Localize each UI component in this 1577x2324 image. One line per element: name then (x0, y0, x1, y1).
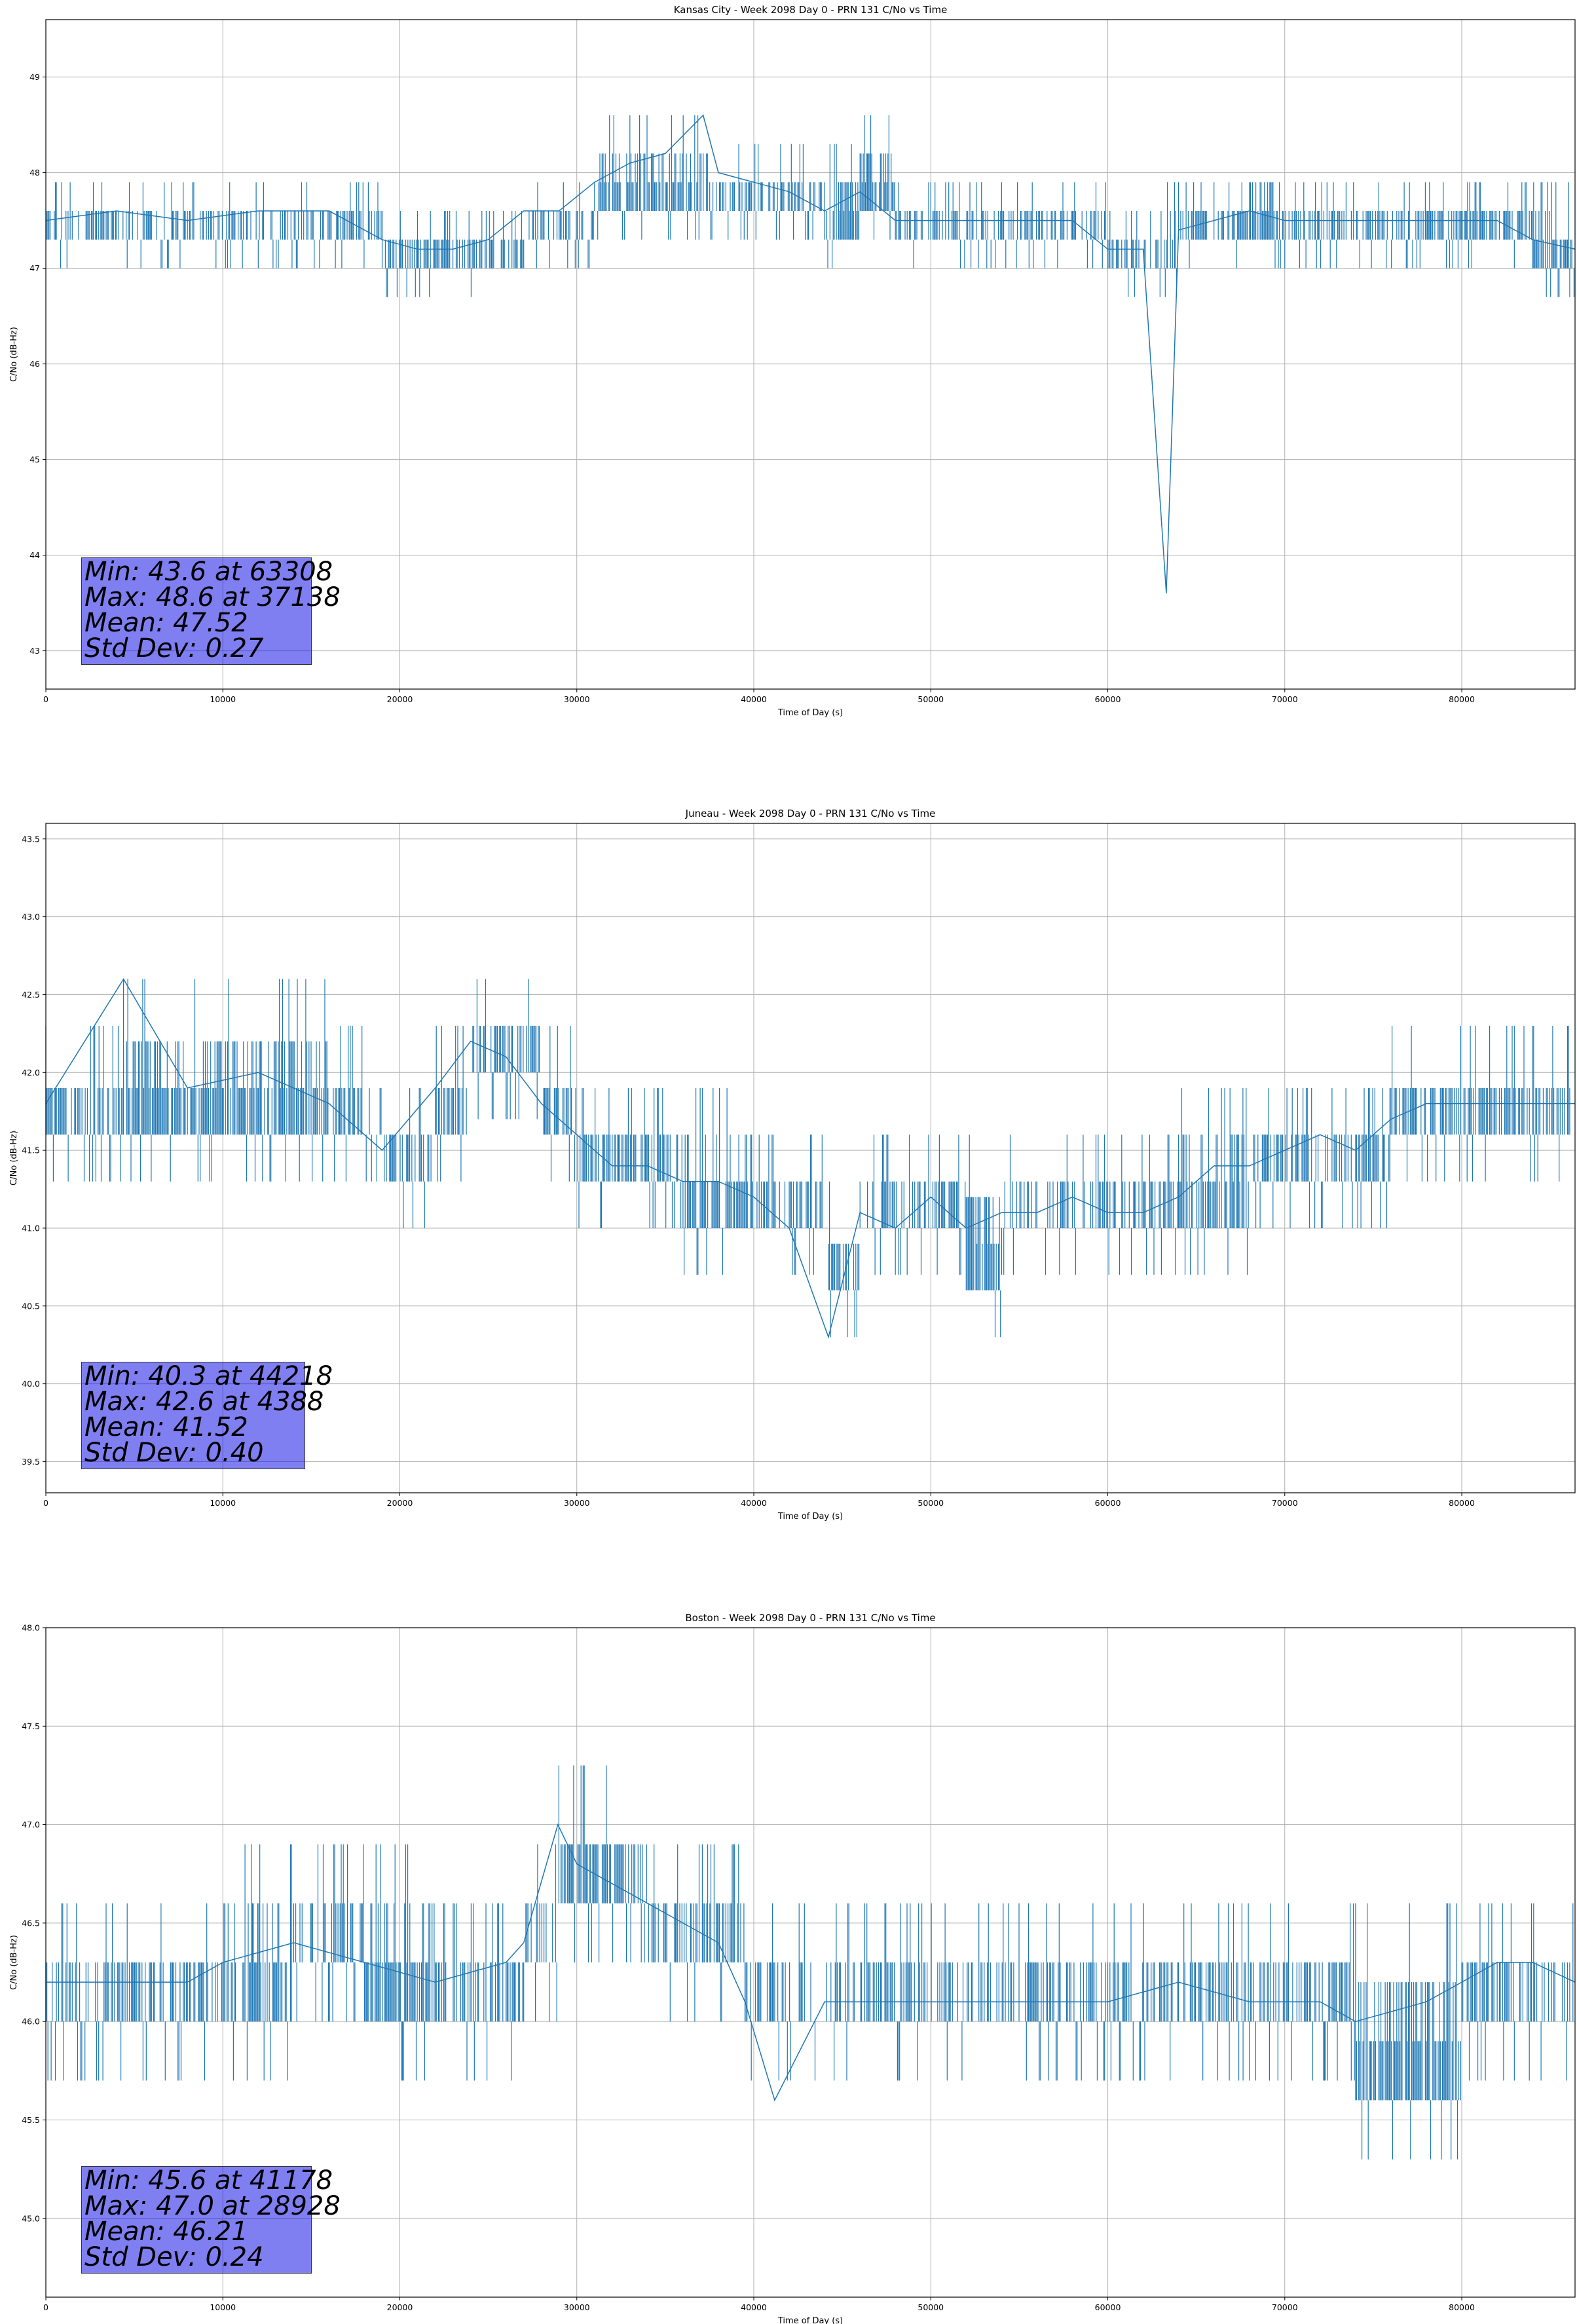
x-tick-label: 80000 (1449, 1498, 1475, 1508)
y-tick-label: 49 (29, 72, 40, 82)
y-axis-label: C/No (dB-Hz) (9, 1131, 19, 1186)
x-tick-label: 0 (43, 2302, 48, 2312)
stats-min: Min: 43.6 at 63308 (84, 557, 333, 587)
series-line (45, 978, 1575, 1339)
y-tick-label: 45.0 (22, 2213, 40, 2223)
chart-panel-boston: Boston - Week 2098 Day 0 - PRN 131 C/No … (0, 1603, 1577, 2324)
x-tick-label: 50000 (918, 694, 944, 704)
stats-max: Max: 48.6 at 37138 (84, 582, 341, 612)
stats-std-dev: Std Dev: 0.24 (84, 2242, 264, 2272)
chart-title: Juneau - Week 2098 Day 0 - PRN 131 C/No … (685, 808, 936, 819)
stats-min: Min: 45.6 at 41178 (84, 2165, 333, 2196)
series-line (45, 114, 1576, 594)
y-tick-label: 41.5 (22, 1146, 40, 1155)
chart-svg-kansas-city: Kansas City - Week 2098 Day 0 - PRN 131 … (9, 4, 1576, 718)
x-tick-label: 40000 (741, 1498, 767, 1508)
y-tick-label: 47.5 (22, 1721, 40, 1731)
y-tick-label: 47 (29, 263, 40, 273)
x-tick-label: 30000 (564, 694, 590, 704)
y-tick-label: 42.0 (22, 1068, 40, 1078)
y-tick-label: 46.0 (22, 2017, 40, 2027)
x-axis-label: Time of Day (s) (777, 708, 843, 718)
stats-mean: Mean: 47.52 (84, 608, 248, 638)
x-tick-label: 10000 (210, 2302, 236, 2312)
x-tick-label: 80000 (1449, 2302, 1475, 2312)
x-tick-label: 70000 (1272, 2302, 1298, 2312)
x-tick-label: 20000 (387, 694, 413, 704)
x-tick-label: 10000 (210, 694, 236, 704)
stats-mean: Mean: 41.52 (84, 1412, 248, 1442)
chart-svg-juneau: Juneau - Week 2098 Day 0 - PRN 131 C/No … (9, 808, 1576, 1522)
y-tick-label: 45 (29, 455, 40, 464)
y-tick-label: 46.5 (22, 1918, 40, 1928)
series-band (46, 115, 1574, 297)
x-tick-label: 10000 (210, 1498, 236, 1508)
stats-min: Min: 40.3 at 44218 (84, 1361, 333, 1391)
stats-box-juneau: Min: 40.3 at 44218 Max: 42.6 at 4388 Mea… (81, 1361, 333, 1469)
x-tick-label: 40000 (741, 2302, 767, 2312)
series-trace (45, 114, 1576, 594)
x-axis-label: Time of Day (s) (777, 2316, 843, 2324)
chart-panel-kansas-city: Kansas City - Week 2098 Day 0 - PRN 131 … (0, 0, 1577, 734)
stats-box-kansas-city: Min: 43.6 at 63308 Max: 48.6 at 37138 Me… (81, 557, 341, 665)
x-tick-label: 60000 (1095, 694, 1121, 704)
x-tick-label: 20000 (387, 2302, 413, 2312)
chart-title: Boston - Week 2098 Day 0 - PRN 131 C/No … (685, 1612, 935, 1624)
x-tick-label: 30000 (564, 1498, 590, 1508)
y-tick-label: 40.0 (22, 1379, 40, 1389)
x-tick-label: 0 (43, 1498, 48, 1508)
stats-max: Max: 42.6 at 4388 (84, 1387, 324, 1417)
x-axis-label: Time of Day (s) (777, 1512, 843, 1522)
y-axis-label: C/No (dB-Hz) (9, 327, 19, 382)
series-trace (45, 978, 1575, 1339)
plot-frame (45, 19, 1576, 690)
chart-title: Kansas City - Week 2098 Day 0 - PRN 131 … (674, 4, 948, 16)
stats-std-dev: Std Dev: 0.27 (84, 633, 264, 664)
x-tick-label: 70000 (1272, 1498, 1298, 1508)
y-tick-label: 43.5 (22, 834, 40, 844)
y-axis-label: C/No (dB-Hz) (9, 1935, 19, 1990)
x-tick-label: 50000 (918, 1498, 944, 1508)
x-tick-label: 60000 (1095, 1498, 1121, 1508)
x-tick-label: 20000 (387, 1498, 413, 1508)
stats-std-dev: Std Dev: 0.40 (84, 1438, 264, 1468)
y-tick-label: 39.5 (22, 1457, 40, 1467)
stats-mean: Mean: 46.21 (84, 2217, 248, 2247)
x-tick-label: 80000 (1449, 694, 1475, 704)
y-tick-label: 48.0 (22, 1623, 40, 1633)
y-tick-label: 40.5 (22, 1301, 40, 1311)
y-tick-label: 47.0 (22, 1820, 40, 1829)
x-tick-label: 40000 (741, 694, 767, 704)
y-tick-label: 46 (29, 359, 40, 369)
x-tick-label: 50000 (918, 2302, 944, 2312)
series-trace (46, 1823, 1576, 2102)
x-tick-label: 60000 (1095, 2302, 1121, 2312)
x-tick-label: 0 (43, 694, 48, 704)
chart-panel-juneau: Juneau - Week 2098 Day 0 - PRN 131 C/No … (0, 802, 1577, 1523)
y-tick-label: 43.0 (22, 912, 40, 922)
y-tick-label: 41.0 (22, 1223, 40, 1233)
x-tick-label: 30000 (564, 2302, 590, 2312)
series-band (45, 979, 1570, 1338)
chart-svg-boston: Boston - Week 2098 Day 0 - PRN 131 C/No … (9, 1612, 1576, 2324)
x-tick-label: 70000 (1272, 694, 1298, 704)
y-tick-label: 45.5 (22, 2115, 40, 2125)
y-tick-label: 48 (29, 168, 40, 178)
y-tick-label: 42.5 (22, 990, 40, 1000)
stats-box-boston: Min: 45.6 at 41178 Max: 47.0 at 28928 Me… (81, 2165, 341, 2274)
plot-frame (45, 823, 1576, 1493)
y-tick-label: 43 (29, 646, 40, 656)
y-tick-label: 44 (29, 550, 40, 560)
stats-max: Max: 47.0 at 28928 (84, 2191, 341, 2221)
plot-frame (45, 1627, 1576, 2298)
